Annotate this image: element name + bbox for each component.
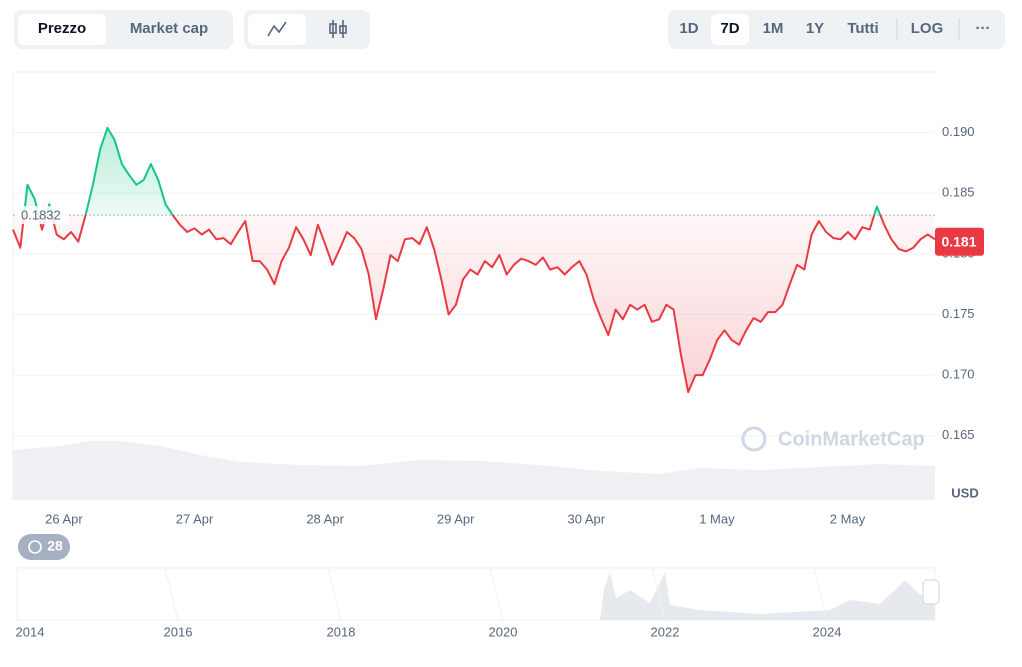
tab[interactable]: Market cap xyxy=(130,20,208,37)
y-unit: USD xyxy=(951,485,978,500)
navigator-handle[interactable] xyxy=(922,579,940,605)
x-tick-label: 29 Apr xyxy=(437,511,475,526)
x-tick-label: 28 Apr xyxy=(306,511,344,526)
price-tag xyxy=(935,227,984,256)
range-group xyxy=(668,10,1005,49)
range-button[interactable]: 1M xyxy=(763,20,784,37)
navigator-grid xyxy=(651,567,666,621)
badge[interactable] xyxy=(18,534,70,560)
x-tick-label: 1 May xyxy=(699,511,735,526)
range-button[interactable]: Tutti xyxy=(847,20,878,37)
price-line xyxy=(12,126,936,394)
navigator[interactable] xyxy=(16,567,936,621)
range-button[interactable]: 7D xyxy=(720,20,739,37)
range-button[interactable]: 1D xyxy=(679,20,698,37)
navigator-grid xyxy=(813,567,828,621)
candle-icon[interactable] xyxy=(329,20,347,38)
navigator-tick-label: 2020 xyxy=(489,624,518,639)
navigator-grid xyxy=(327,567,342,621)
line-icon xyxy=(267,21,287,37)
x-tick-label: 30 Apr xyxy=(568,511,606,526)
navigator-tick-label: 2014 xyxy=(16,624,45,639)
price-area xyxy=(13,127,935,393)
baseline-label: 0.1832 xyxy=(21,208,61,223)
navigator-tick-label: 2018 xyxy=(327,624,356,639)
navigator-tick-label: 2022 xyxy=(651,624,680,639)
more-button[interactable]: ··· xyxy=(976,20,991,37)
range-selected[interactable] xyxy=(711,14,749,45)
y-tick-label: 0.170 xyxy=(942,367,975,382)
baseline-label-bg xyxy=(17,206,69,225)
log-button[interactable]: LOG xyxy=(911,20,944,37)
x-tick-label: 2 May xyxy=(830,511,866,526)
y-tick-label: 0.190 xyxy=(942,124,975,139)
price-tag-label: 0.181 xyxy=(941,233,976,249)
y-tick-label: 0.185 xyxy=(942,185,975,200)
watermark-logo xyxy=(741,426,767,452)
x-tick-label: 27 Apr xyxy=(176,511,214,526)
navigator-grid xyxy=(489,567,504,621)
y-tick-label: 0.165 xyxy=(942,427,975,442)
volume-area xyxy=(13,441,935,500)
tab[interactable]: Prezzo xyxy=(38,20,86,37)
navigator-grid xyxy=(164,567,179,621)
watermark: CoinMarketCap xyxy=(778,428,925,450)
navigator-area xyxy=(600,572,935,620)
history-icon xyxy=(28,540,42,554)
x-tick-label: 26 Apr xyxy=(45,511,83,526)
range-button[interactable]: 1Y xyxy=(806,20,824,37)
navigator-tick-label: 2016 xyxy=(164,624,193,639)
badge-count: 28 xyxy=(47,538,63,554)
navigator-tick-label: 2024 xyxy=(813,624,842,639)
tab-selected[interactable] xyxy=(18,14,106,45)
y-tick-label: 0.175 xyxy=(942,306,975,321)
